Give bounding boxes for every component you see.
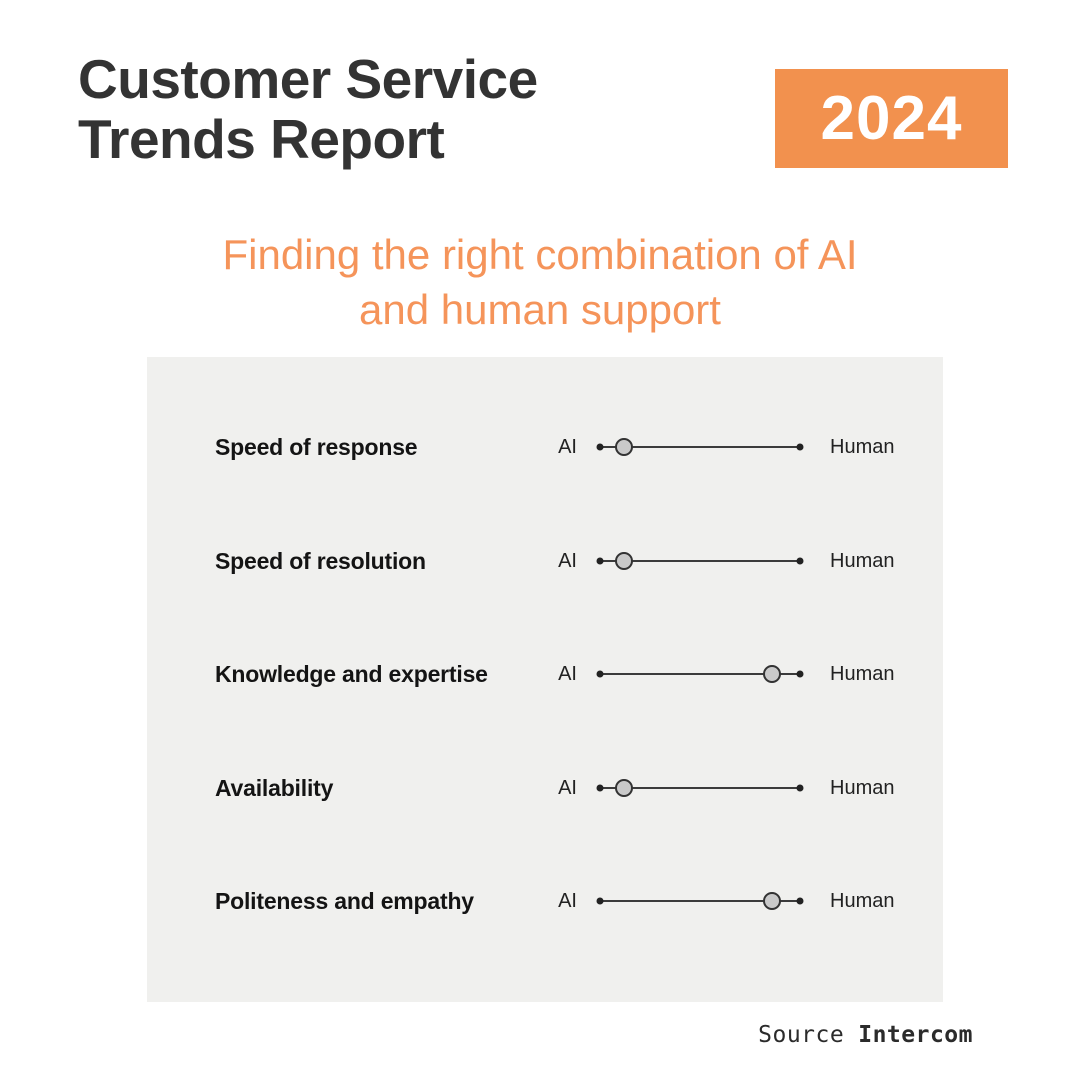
track-end-dot — [796, 897, 804, 905]
page-title-line2: Trends Report — [78, 107, 445, 170]
subtitle-line2: and human support — [359, 285, 721, 333]
slider-chart-panel: Speed of response AI Human Speed of reso… — [147, 357, 943, 1002]
slider-row-speed-of-response: Speed of response AI Human — [147, 432, 943, 462]
slider-row-availability: Availability AI Human — [147, 773, 943, 803]
slider-knob — [763, 892, 781, 910]
row-label: Politeness and empathy — [215, 888, 474, 914]
scale-left-label: AI — [558, 550, 577, 572]
slider-knob — [615, 779, 633, 797]
slider-row-speed-of-resolution: Speed of resolution AI Human — [147, 546, 943, 576]
track-start-dot — [596, 784, 604, 792]
scale-left-label: AI — [558, 436, 577, 458]
slider-track — [596, 779, 804, 797]
source-label: Source — [758, 1022, 845, 1048]
year-badge-text: 2024 — [820, 84, 963, 153]
scale-right-label: Human — [830, 663, 895, 685]
slider-track — [596, 665, 804, 683]
scale-right-label: Human — [830, 777, 895, 799]
year-badge: 2024 — [775, 69, 1008, 168]
scale-right-label: Human — [830, 436, 895, 458]
subtitle-line1: Finding the right combination of AI — [222, 231, 858, 278]
page-title-line1: Customer Service — [78, 48, 538, 110]
track-end-dot — [796, 784, 804, 792]
scale-left-label: AI — [558, 777, 577, 799]
row-label: Knowledge and expertise — [215, 661, 488, 687]
row-label: Speed of response — [215, 434, 418, 460]
track-end-dot — [796, 670, 804, 678]
slider-track — [596, 892, 804, 910]
track-start-dot — [596, 897, 604, 905]
track-start-dot — [596, 670, 604, 678]
slider-knob — [615, 552, 633, 570]
track-end-dot — [796, 443, 804, 451]
subtitle: Finding the right combination of AI and … — [0, 228, 1080, 337]
slider-row-knowledge-and-expertise: Knowledge and expertise AI Human — [147, 659, 943, 689]
slider-row-politeness-and-empathy: Politeness and empathy AI Human — [147, 886, 943, 916]
slider-knob — [763, 665, 781, 683]
source-attribution: Source Intercom — [758, 1022, 973, 1048]
slider-track — [596, 438, 804, 456]
row-label: Speed of resolution — [215, 548, 426, 574]
scale-right-label: Human — [830, 890, 895, 912]
row-label: Availability — [215, 775, 334, 801]
scale-left-label: AI — [558, 663, 577, 685]
page-title: Customer Service Trends Report — [78, 48, 538, 170]
slider-track — [596, 552, 804, 570]
scale-left-label: AI — [558, 890, 577, 912]
track-start-dot — [596, 443, 604, 451]
scale-right-label: Human — [830, 550, 895, 572]
track-end-dot — [796, 557, 804, 565]
track-start-dot — [596, 557, 604, 565]
source-name: Intercom — [858, 1022, 973, 1048]
slider-knob — [615, 438, 633, 456]
